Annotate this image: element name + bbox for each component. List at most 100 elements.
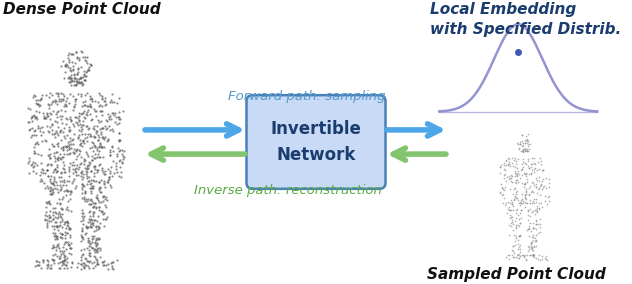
Point [500,171,510,176]
Point [518,162,528,167]
Point [74,57,84,62]
Point [523,132,533,137]
Point [92,247,102,251]
Point [75,149,85,153]
Point [58,258,68,263]
Point [49,258,59,262]
Point [55,114,65,118]
Point [90,201,100,206]
Point [75,76,85,80]
Point [28,169,38,174]
Point [64,75,75,79]
Point [76,76,86,80]
Point [61,145,71,149]
Point [58,155,68,159]
Point [114,173,124,178]
Point [40,213,50,217]
Point [94,200,104,204]
Point [94,134,104,139]
Point [93,226,103,231]
Point [518,141,528,146]
Point [29,133,39,138]
Point [86,118,96,123]
Point [54,210,64,214]
Point [90,227,100,232]
Point [51,179,61,184]
Point [109,113,119,117]
Point [49,227,59,231]
Point [81,124,91,128]
Point [88,133,99,138]
Point [33,124,43,128]
Point [68,108,78,112]
Point [92,241,102,246]
Text: Forward path: sampling: Forward path: sampling [228,90,386,103]
Point [512,189,522,193]
Point [94,104,104,108]
Point [521,162,532,166]
Point [524,186,534,191]
Point [517,197,527,201]
Point [60,220,70,225]
Point [520,141,530,145]
Point [544,193,554,198]
Point [51,210,61,215]
Point [532,203,542,208]
Point [93,224,103,228]
Point [521,192,532,197]
Point [100,172,110,177]
Point [544,185,554,189]
Point [107,174,117,179]
Point [36,133,46,137]
Point [23,106,33,110]
Point [35,169,46,174]
Point [107,144,118,148]
Point [110,111,120,116]
Point [92,219,102,224]
Point [63,199,73,203]
Point [65,79,75,84]
Point [100,184,110,189]
Point [101,127,111,131]
Point [75,77,85,82]
Point [99,224,109,229]
Point [76,258,86,262]
Point [100,168,111,173]
Point [101,102,111,106]
Point [65,226,75,230]
Point [70,102,80,106]
Point [49,134,59,139]
Point [499,175,509,180]
Point [106,165,116,169]
Point [23,128,33,132]
Point [53,244,63,249]
Point [99,155,109,159]
Point [524,172,534,176]
Point [68,171,78,176]
Point [66,138,76,142]
Point [107,110,117,115]
Point [68,124,78,128]
Point [86,225,96,230]
Point [60,70,70,75]
Point [88,201,99,206]
Point [116,174,126,179]
Point [37,125,47,130]
Point [26,163,36,168]
Point [67,260,77,264]
Point [78,261,88,266]
Point [88,149,98,153]
Point [100,134,111,139]
Point [530,239,540,244]
Point [79,72,89,77]
Point [511,235,521,240]
Point [82,59,92,63]
Point [61,226,71,231]
Point [91,224,101,229]
Text: Inverse path: reconstruction: Inverse path: reconstruction [193,184,382,197]
Point [75,76,85,80]
Point [102,214,112,219]
Point [526,161,536,166]
Point [46,263,56,268]
Point [520,205,530,210]
